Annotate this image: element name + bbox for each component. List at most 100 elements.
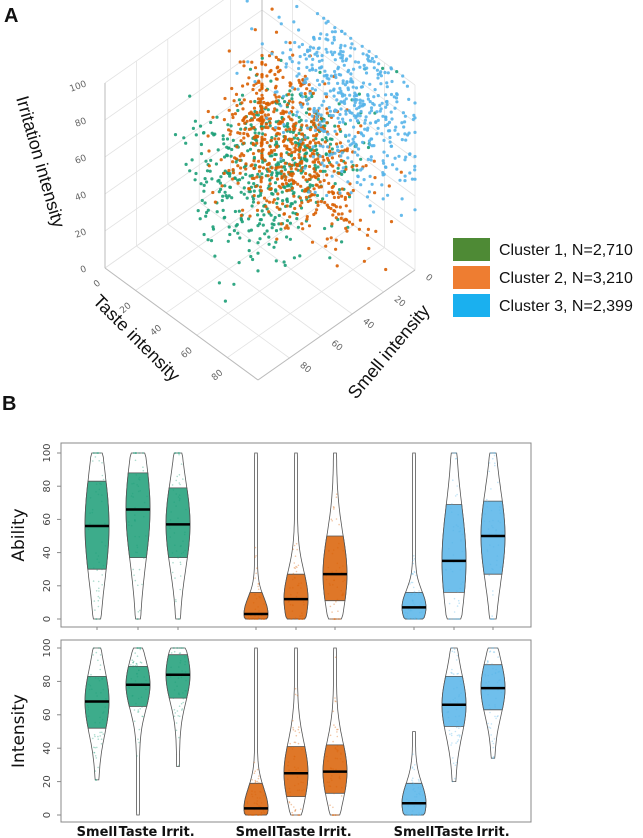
data-point: [333, 209, 337, 213]
data-point: [227, 128, 231, 132]
jitter-point: [337, 728, 339, 731]
jitter-point: [333, 618, 336, 620]
jitter-point: [101, 500, 103, 503]
data-point: [361, 81, 366, 85]
data-point: [211, 225, 215, 229]
data-point: [198, 124, 203, 128]
jitter-point: [173, 647, 175, 649]
data-point: [358, 65, 362, 69]
data-point: [338, 191, 342, 195]
data-point: [286, 226, 290, 230]
data-point: [310, 114, 314, 118]
data-point: [382, 150, 386, 154]
data-point: [336, 195, 341, 199]
jitter-point: [334, 726, 337, 728]
jitter-point: [301, 748, 303, 751]
data-point: [402, 125, 406, 129]
jitter-point: [461, 550, 464, 553]
data-point: [408, 152, 412, 156]
data-point: [307, 190, 311, 194]
jitter-point: [492, 519, 494, 522]
jitter-point: [94, 677, 97, 679]
data-point: [235, 145, 239, 149]
jitter-point: [489, 727, 492, 729]
jitter-point: [459, 527, 462, 529]
jitter-point: [182, 701, 184, 704]
jitter-point: [95, 779, 98, 781]
data-point: [315, 208, 319, 212]
data-point: [306, 136, 310, 140]
data-point: [381, 159, 385, 163]
jitter-point: [177, 693, 180, 695]
data-point: [247, 217, 251, 221]
jitter-point: [411, 810, 414, 812]
data-point: [358, 98, 362, 102]
jitter-point: [334, 618, 337, 620]
data-point: [290, 202, 294, 206]
jitter-point: [137, 611, 140, 613]
jitter-point: [408, 800, 410, 802]
jitter-point: [286, 778, 289, 780]
data-point: [252, 106, 257, 110]
jitter-point: [179, 563, 182, 566]
data-point: [245, 119, 249, 123]
jitter-point: [287, 761, 290, 763]
violin-cluster-2-irrit: [322, 452, 348, 620]
jitter-point: [257, 588, 260, 591]
jitter-point: [408, 814, 410, 816]
jitter-point: [145, 688, 147, 691]
jitter-point: [452, 526, 455, 528]
jitter-point: [180, 647, 183, 649]
jitter-point: [87, 715, 90, 717]
jitter-point: [419, 604, 421, 606]
data-point: [276, 70, 280, 74]
data-point: [320, 103, 324, 107]
jitter-point: [294, 577, 296, 579]
data-point: [307, 83, 311, 87]
jitter-point: [334, 757, 337, 760]
data-point: [343, 195, 347, 200]
data-point: [235, 103, 239, 108]
jitter-point: [257, 583, 260, 585]
y-tick-label: 20: [42, 579, 53, 592]
jitter-point: [408, 814, 411, 816]
jitter-point: [139, 708, 141, 710]
data-point: [339, 158, 343, 163]
jitter-point: [185, 679, 187, 682]
data-point: [349, 191, 353, 195]
jitter-point: [177, 618, 179, 620]
jitter-point: [293, 755, 296, 758]
data-point: [315, 109, 319, 113]
jitter-points: [169, 647, 187, 767]
data-point: [270, 226, 274, 230]
jitter-point: [492, 618, 495, 620]
data-point: [300, 123, 304, 127]
data-point: [277, 15, 281, 19]
jitter-point: [462, 581, 464, 583]
data-point: [341, 59, 345, 63]
jitter-point: [131, 659, 134, 661]
data-point: [285, 204, 289, 208]
data-point: [381, 197, 385, 201]
data-point: [246, 60, 250, 64]
data-point: [336, 65, 340, 69]
jitter-point: [182, 692, 184, 694]
jitter-point: [455, 618, 458, 620]
y-tick-label: 20: [42, 775, 53, 788]
data-point: [370, 182, 374, 186]
jitter-point: [498, 679, 500, 682]
data-point: [213, 254, 217, 258]
jitter-point: [325, 578, 328, 581]
data-point: [288, 84, 292, 88]
jitter-point: [178, 693, 181, 696]
data-point: [247, 249, 251, 253]
jitter-point: [414, 799, 417, 802]
iqr-box: [165, 654, 191, 699]
data-point: [310, 240, 315, 244]
data-point: [234, 224, 238, 228]
jitter-point: [101, 731, 103, 734]
data-point: [296, 162, 300, 167]
jitter-point: [414, 618, 416, 620]
data-point: [366, 157, 370, 161]
jitter-point: [257, 814, 259, 816]
